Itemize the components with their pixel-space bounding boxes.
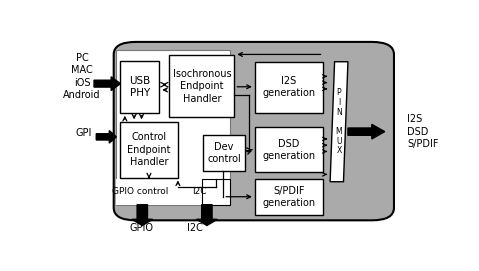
Text: USB
PHY: USB PHY xyxy=(129,76,150,98)
FancyBboxPatch shape xyxy=(255,62,323,113)
FancyBboxPatch shape xyxy=(203,135,245,171)
FancyArrow shape xyxy=(196,205,217,225)
Text: S/PDIF
generation: S/PDIF generation xyxy=(262,186,316,208)
FancyBboxPatch shape xyxy=(114,42,394,220)
Text: Control
Endpoint
Handler: Control Endpoint Handler xyxy=(127,133,171,167)
FancyArrow shape xyxy=(94,77,120,91)
Text: GPIO control: GPIO control xyxy=(112,187,169,196)
Text: DSD
generation: DSD generation xyxy=(262,139,316,161)
FancyBboxPatch shape xyxy=(116,50,229,205)
FancyBboxPatch shape xyxy=(255,179,323,215)
Text: PC
MAC
iOS
Android: PC MAC iOS Android xyxy=(63,53,101,100)
FancyBboxPatch shape xyxy=(255,127,323,172)
FancyBboxPatch shape xyxy=(116,179,208,205)
FancyBboxPatch shape xyxy=(120,61,160,113)
Polygon shape xyxy=(330,62,348,182)
FancyArrow shape xyxy=(132,205,153,225)
Text: I2S
generation: I2S generation xyxy=(262,76,316,98)
Text: Isochronous
Endpoint
Handler: Isochronous Endpoint Handler xyxy=(172,69,231,104)
Text: I2C: I2C xyxy=(192,187,207,196)
Text: P
I
N
 
M
U
X: P I N M U X xyxy=(336,88,342,155)
FancyBboxPatch shape xyxy=(202,179,229,205)
Text: Dev
control: Dev control xyxy=(207,142,241,164)
Text: I2C: I2C xyxy=(187,222,203,233)
FancyArrow shape xyxy=(96,131,116,143)
Text: GPIO: GPIO xyxy=(129,222,154,233)
FancyArrow shape xyxy=(348,124,385,139)
FancyBboxPatch shape xyxy=(170,56,234,117)
FancyBboxPatch shape xyxy=(120,122,178,178)
Text: I2S
DSD
S/PDIF: I2S DSD S/PDIF xyxy=(407,114,438,149)
Text: GPI: GPI xyxy=(76,128,92,138)
